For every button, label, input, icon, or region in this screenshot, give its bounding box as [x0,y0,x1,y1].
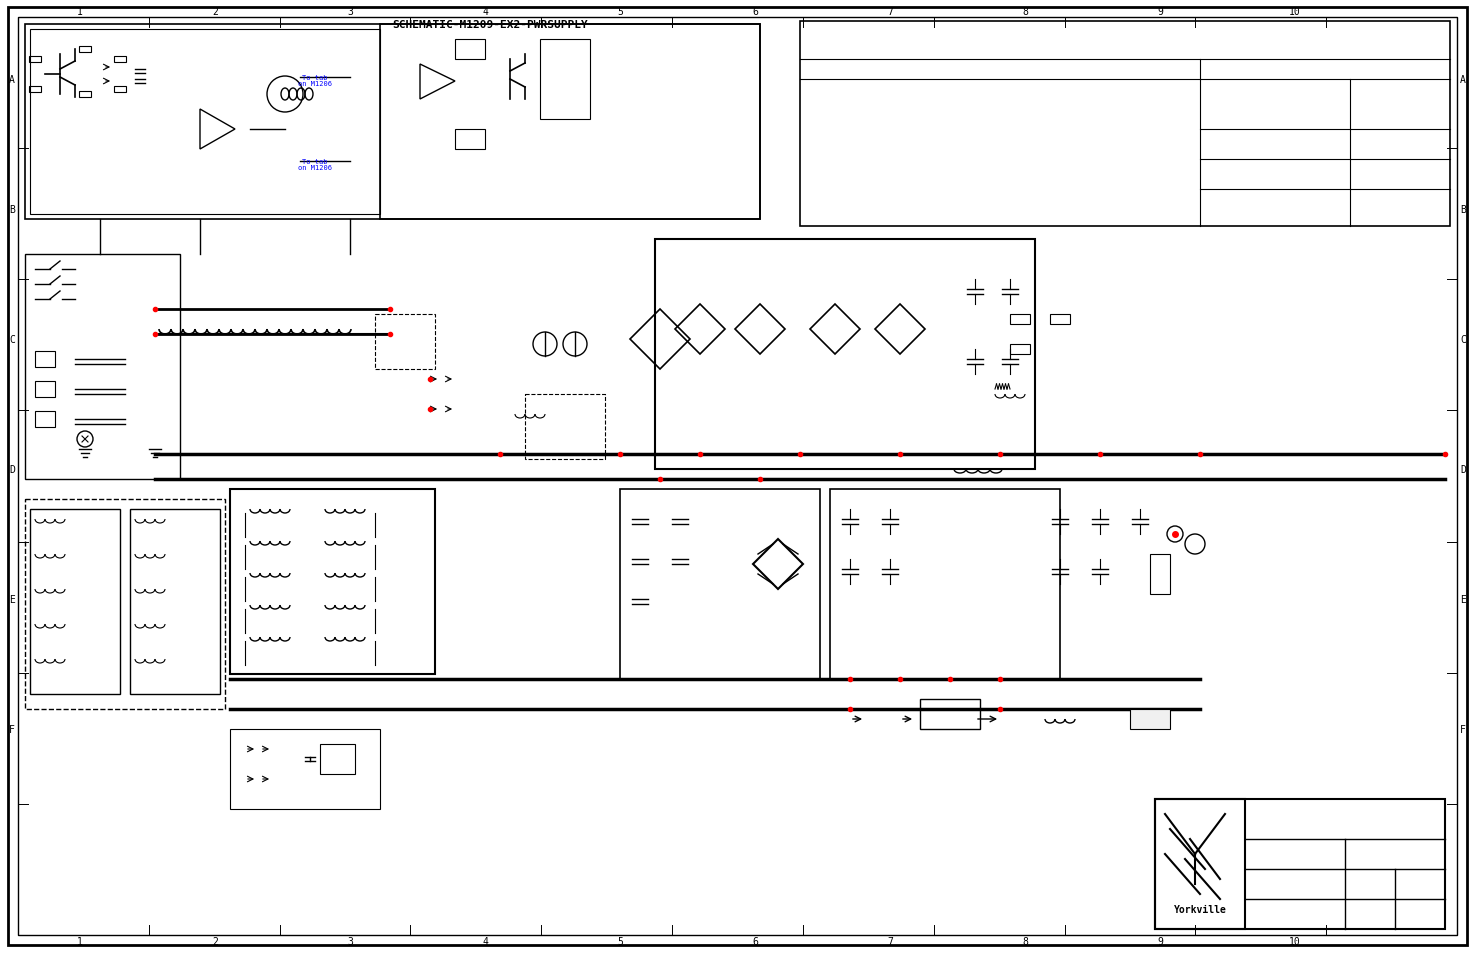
Bar [920,700,979,729]
Bar [620,490,820,679]
Text: 4: 4 [482,7,488,17]
Bar [830,490,1061,679]
Text: F: F [1460,724,1466,734]
Text: 10: 10 [1289,7,1301,17]
Bar [30,87,41,92]
Bar [540,40,590,120]
Bar [114,87,125,92]
Text: A: A [9,75,15,85]
Text: C: C [9,335,15,345]
Bar [130,510,220,695]
Bar [25,499,226,709]
Text: To tab: To tab [302,159,327,165]
Text: E: E [1460,595,1466,604]
Bar [320,744,355,774]
Bar [655,240,1035,470]
Bar [114,57,125,63]
Text: 9: 9 [1156,936,1162,946]
Bar [454,130,485,150]
Bar [35,381,55,397]
Text: 3: 3 [347,7,353,17]
Text: A: A [1460,75,1466,85]
Text: 7: 7 [886,7,892,17]
Text: C: C [1460,335,1466,345]
Text: 2: 2 [212,7,218,17]
Bar [1010,345,1030,355]
Bar [375,314,435,370]
Bar [1155,800,1446,929]
Bar [80,47,91,53]
Text: 9: 9 [1156,7,1162,17]
Bar [1050,314,1069,325]
Bar [30,57,41,63]
Bar [1155,800,1245,929]
Text: B: B [1460,205,1466,214]
Bar [1130,709,1170,729]
Text: 5: 5 [617,7,622,17]
Text: To tab: To tab [302,75,327,81]
Text: 3: 3 [347,936,353,946]
Bar [230,490,435,675]
Text: 8: 8 [1022,936,1028,946]
Bar [25,254,180,479]
Text: 7: 7 [886,936,892,946]
Bar [381,25,760,220]
Bar [35,412,55,428]
Text: 10: 10 [1289,936,1301,946]
Text: 5: 5 [617,936,622,946]
Text: Yorkville: Yorkville [1174,904,1226,914]
Text: on M1206: on M1206 [298,81,332,87]
Bar [454,40,485,60]
Bar [30,30,381,214]
Text: 6: 6 [752,7,758,17]
Bar [35,352,55,368]
Bar [1010,314,1030,325]
Text: E: E [9,595,15,604]
Text: D: D [1460,464,1466,475]
Text: 6: 6 [752,936,758,946]
Bar [230,729,381,809]
Text: D: D [9,464,15,475]
Text: on M1206: on M1206 [298,165,332,171]
Text: 4: 4 [482,936,488,946]
Text: 2: 2 [212,936,218,946]
Bar [799,22,1450,227]
Bar [80,91,91,98]
Text: 8: 8 [1022,7,1028,17]
Text: B: B [9,205,15,214]
Bar [525,395,605,459]
Text: 1: 1 [77,7,83,17]
Bar [30,510,119,695]
Text: 1: 1 [77,936,83,946]
Bar [25,25,760,220]
Text: F: F [9,724,15,734]
Bar [1150,555,1170,595]
Text: SCHEMATIC-M1209-EX2-PWRSUPPLY: SCHEMATIC-M1209-EX2-PWRSUPPLY [392,20,589,30]
